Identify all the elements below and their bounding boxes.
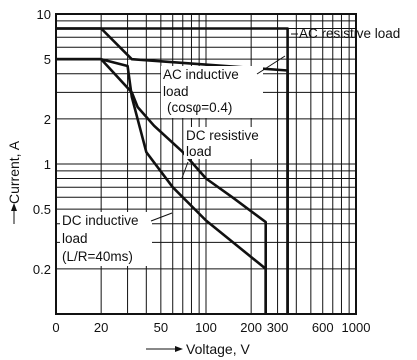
dc-resistive-label-bg: [184, 127, 276, 159]
ac-inductive-leader: [256, 55, 286, 75]
y-axis-arrow-head: [11, 203, 17, 211]
x-tick-label: 1000: [342, 320, 371, 335]
x-axis-arrow-head: [175, 346, 183, 352]
dc-resistive-leader: [181, 161, 189, 179]
ac-inductive-label-line1: AC inductive: [163, 67, 239, 82]
ac-inductive-label-line3: (cosφ=0.4): [167, 100, 232, 115]
x-tick-label: 100: [195, 320, 217, 335]
annotations: AC resistive load AC inductive load (cos…: [60, 26, 400, 266]
x-axis-title-group: Voltage, V: [146, 341, 250, 357]
y-axis-title-group: Current, A: [6, 140, 22, 224]
dc-inductive-label-bg: [60, 212, 152, 266]
tick-labels: 0 20 50 100 200 300 600 1000 0.2 0.5 1 2 5 10: [33, 7, 371, 335]
x-tick-label: 200: [240, 320, 262, 335]
plot-frame: [55, 13, 357, 315]
y-tick-label: 5: [44, 52, 51, 67]
series-line-2: [56, 27, 289, 314]
series-line-3: [56, 57, 267, 314]
ac-inductive-label-bg: [161, 66, 263, 118]
x-tick-label: 600: [312, 320, 334, 335]
ac-resistive-label: AC resistive load: [299, 26, 400, 41]
x-tick-label: 50: [154, 320, 168, 335]
series-group: [56, 27, 289, 314]
dc-inductive-label-line1: DC inductive: [62, 213, 139, 228]
y-tick-label: 10: [37, 7, 51, 22]
dc-inductive-label-line3: (L/R=40ms): [62, 249, 133, 264]
y-tick-label: 1: [44, 157, 51, 172]
dc-resistive-label-line1: DC resistive: [186, 128, 259, 143]
dc-inductive-leader: [150, 212, 173, 222]
ac-inductive-label-line2: load: [163, 84, 189, 99]
dc-resistive-label-line2: load: [186, 144, 212, 159]
series-line-4: [56, 57, 267, 314]
x-tick-label: 300: [267, 320, 289, 335]
y-axis-title: Current, A: [6, 140, 22, 204]
x-tick-label: 20: [94, 320, 108, 335]
x-tick-label: 0: [52, 320, 59, 335]
y-tick-label: 0.5: [33, 202, 51, 217]
y-tick-label: 0.2: [33, 262, 51, 277]
y-tick-label: 2: [44, 112, 51, 127]
dc-inductive-label-line2: load: [62, 231, 88, 246]
x-axis-title: Voltage, V: [186, 341, 250, 357]
